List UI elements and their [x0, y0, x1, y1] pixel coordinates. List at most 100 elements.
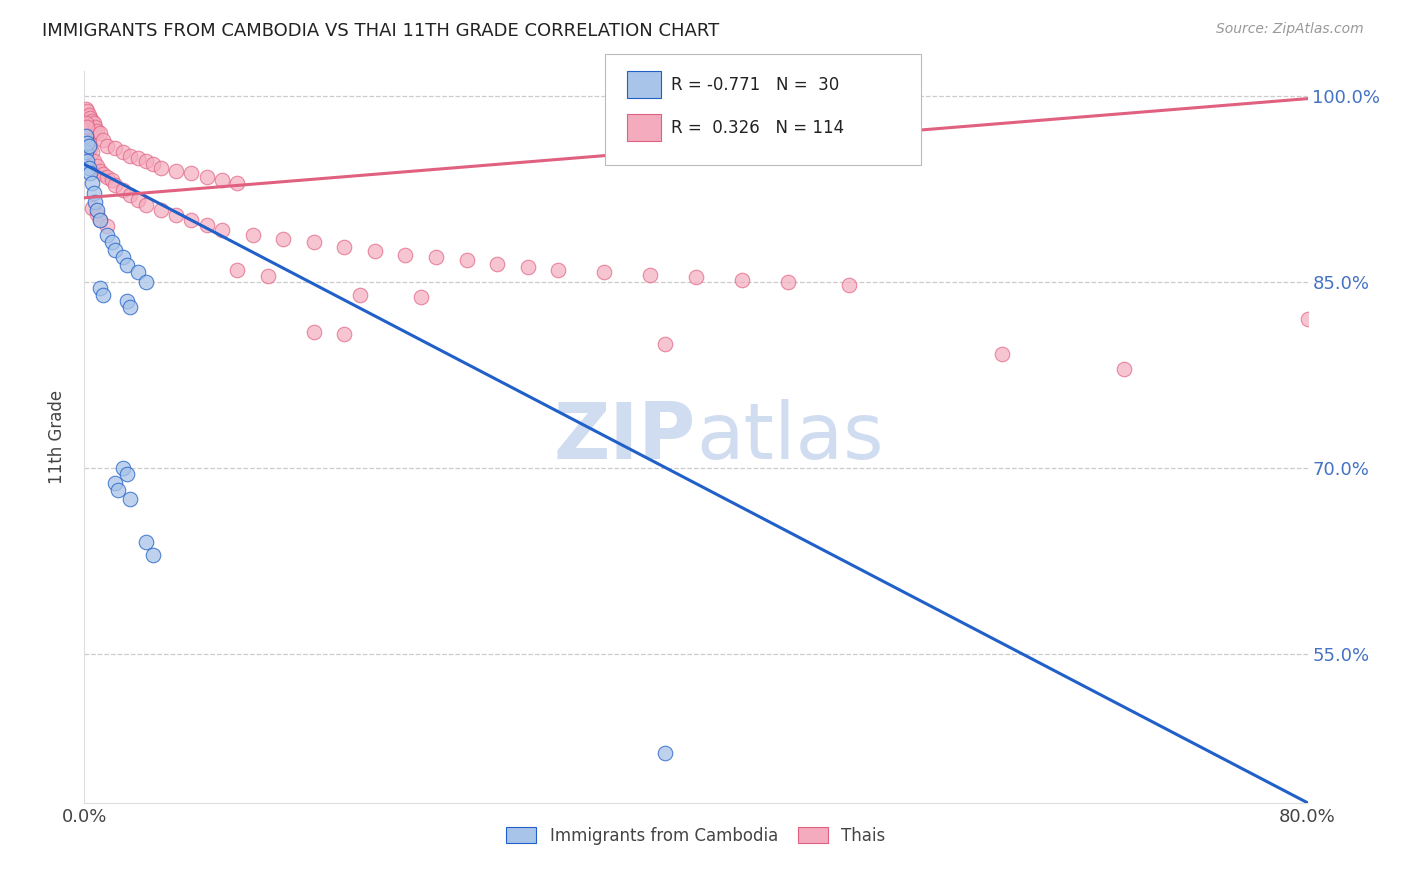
Point: [107, 483, 129, 498]
Point: [83, 116, 105, 130]
Point: [195, 169, 218, 184]
Point: [991, 347, 1014, 361]
Point: [257, 268, 280, 283]
Point: [79, 112, 101, 126]
Point: [731, 272, 754, 286]
Point: [142, 548, 165, 562]
Point: [104, 475, 127, 490]
Point: [111, 461, 134, 475]
Point: [120, 188, 142, 202]
Point: [76, 120, 98, 135]
Point: [80, 201, 103, 215]
Point: [364, 244, 387, 259]
Point: [96, 227, 118, 242]
Point: [135, 153, 157, 168]
Point: [86, 124, 108, 138]
Point: [593, 265, 616, 279]
Point: [149, 203, 172, 218]
Point: [86, 203, 108, 218]
Point: [76, 153, 98, 168]
Point: [135, 535, 157, 549]
Point: [120, 491, 142, 506]
Point: [111, 250, 134, 264]
Point: [685, 270, 707, 285]
Point: [142, 157, 165, 171]
Point: [638, 268, 661, 282]
Point: [226, 262, 249, 277]
Point: [83, 153, 105, 168]
Point: [1296, 312, 1319, 326]
Point: [75, 116, 97, 130]
Point: [75, 102, 97, 116]
Point: [516, 260, 538, 275]
Point: [135, 198, 157, 212]
Point: [135, 275, 157, 289]
Point: [83, 186, 105, 200]
Point: [96, 169, 118, 184]
Point: [75, 128, 97, 143]
Text: R =  0.326   N = 114: R = 0.326 N = 114: [671, 119, 844, 136]
Point: [77, 161, 100, 175]
Point: [75, 145, 97, 159]
Point: [91, 167, 114, 181]
Point: [86, 207, 108, 221]
Point: [77, 136, 100, 151]
Point: [84, 194, 107, 209]
Point: [486, 256, 509, 270]
Point: [86, 159, 108, 173]
Point: [115, 293, 138, 308]
Point: [165, 208, 187, 222]
Point: [120, 300, 142, 314]
Point: [80, 114, 103, 128]
Point: [654, 337, 676, 351]
Y-axis label: 11th Grade: 11th Grade: [48, 390, 66, 484]
Point: [91, 132, 114, 146]
Point: [654, 746, 676, 760]
Text: R = -0.771   N =  30: R = -0.771 N = 30: [671, 76, 839, 94]
Point: [211, 223, 233, 237]
Point: [77, 138, 100, 153]
Point: [127, 151, 149, 165]
Point: [425, 250, 447, 264]
Point: [91, 287, 114, 301]
Point: [115, 467, 138, 482]
Point: [333, 240, 356, 254]
Point: [89, 213, 111, 227]
Point: [104, 243, 127, 257]
Point: [89, 213, 111, 227]
Point: [101, 235, 124, 250]
Point: [1114, 362, 1136, 376]
Point: [111, 183, 134, 197]
Point: [838, 277, 860, 292]
Point: [394, 248, 416, 262]
Point: [271, 232, 294, 246]
Point: [180, 213, 202, 227]
Point: [127, 194, 149, 208]
Point: [149, 161, 172, 175]
Point: [89, 281, 111, 295]
Point: [79, 166, 101, 180]
Point: [333, 327, 356, 342]
Point: [84, 120, 107, 135]
Point: [165, 163, 187, 178]
Text: ZIP: ZIP: [554, 399, 696, 475]
Point: [96, 219, 118, 234]
Point: [80, 176, 103, 190]
Point: [349, 287, 371, 301]
Point: [127, 265, 149, 279]
Text: IMMIGRANTS FROM CAMBODIA VS THAI 11TH GRADE CORRELATION CHART: IMMIGRANTS FROM CAMBODIA VS THAI 11TH GR…: [42, 22, 720, 40]
Point: [75, 128, 97, 143]
Point: [115, 258, 138, 272]
Point: [79, 141, 101, 155]
Point: [80, 145, 103, 159]
Point: [89, 163, 111, 178]
Point: [101, 173, 124, 187]
Point: [195, 218, 218, 232]
Point: [226, 176, 249, 190]
Point: [89, 126, 111, 140]
Point: [76, 136, 98, 151]
Point: [180, 166, 202, 180]
Point: [776, 275, 799, 289]
Point: [409, 290, 432, 304]
Text: atlas: atlas: [696, 399, 883, 475]
